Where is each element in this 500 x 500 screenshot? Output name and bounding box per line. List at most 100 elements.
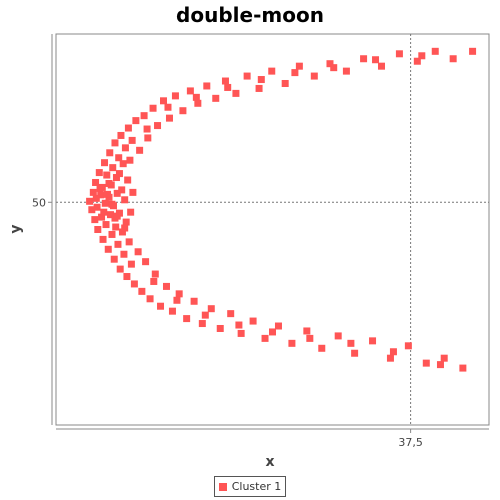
x-tick-label: 37,5 bbox=[398, 436, 423, 449]
data-point bbox=[256, 85, 263, 92]
data-point bbox=[311, 73, 318, 80]
chart-title: double-moon bbox=[176, 3, 324, 27]
data-point bbox=[191, 298, 198, 305]
data-point bbox=[117, 132, 124, 139]
data-point bbox=[103, 172, 110, 179]
data-point bbox=[432, 48, 439, 55]
data-point bbox=[136, 147, 143, 154]
data-point bbox=[117, 266, 124, 273]
data-point bbox=[258, 76, 265, 83]
data-point bbox=[227, 310, 234, 317]
y-tick-label: 50 bbox=[32, 196, 46, 209]
data-point bbox=[138, 288, 145, 295]
data-point bbox=[126, 157, 133, 164]
data-point bbox=[469, 48, 476, 55]
data-point bbox=[172, 92, 179, 99]
data-point bbox=[193, 94, 200, 101]
data-point bbox=[164, 104, 171, 111]
data-point bbox=[129, 189, 136, 196]
data-point bbox=[232, 90, 239, 97]
data-point bbox=[129, 137, 136, 144]
data-point bbox=[111, 139, 118, 146]
data-point bbox=[160, 97, 167, 104]
data-point bbox=[390, 348, 397, 355]
data-point bbox=[179, 107, 186, 114]
data-point bbox=[106, 149, 113, 156]
data-point bbox=[108, 201, 115, 208]
data-point bbox=[106, 180, 113, 187]
data-point bbox=[450, 55, 457, 62]
data-point bbox=[150, 278, 157, 285]
data-point bbox=[250, 318, 257, 325]
data-point bbox=[124, 177, 131, 184]
data-point bbox=[116, 170, 123, 177]
data-point bbox=[109, 164, 116, 171]
legend-label-cluster-1: Cluster 1 bbox=[232, 480, 282, 493]
data-point bbox=[93, 195, 100, 202]
data-point bbox=[387, 355, 394, 362]
data-point bbox=[347, 340, 354, 347]
data-point bbox=[103, 221, 110, 228]
data-point bbox=[125, 125, 132, 132]
data-point bbox=[187, 87, 194, 94]
data-point bbox=[152, 271, 159, 278]
data-point bbox=[135, 248, 142, 255]
data-point bbox=[396, 50, 403, 57]
data-point bbox=[222, 78, 229, 85]
data-point bbox=[97, 185, 104, 192]
data-point bbox=[318, 345, 325, 352]
data-point bbox=[114, 213, 121, 220]
data-point bbox=[269, 328, 276, 335]
data-point bbox=[288, 340, 295, 347]
data-point bbox=[127, 209, 134, 216]
data-point bbox=[176, 290, 183, 297]
data-point bbox=[100, 209, 107, 216]
data-point bbox=[118, 186, 125, 193]
data-point bbox=[437, 361, 444, 368]
data-point bbox=[120, 251, 127, 258]
data-point bbox=[372, 56, 379, 63]
data-point bbox=[378, 63, 385, 70]
data-point bbox=[306, 335, 313, 342]
data-point bbox=[132, 117, 139, 124]
data-point bbox=[154, 122, 161, 129]
data-point bbox=[121, 225, 128, 232]
data-point bbox=[203, 82, 210, 89]
data-point bbox=[275, 323, 282, 330]
data-point bbox=[212, 95, 219, 102]
data-point bbox=[202, 312, 209, 319]
data-point bbox=[335, 332, 342, 339]
data-point bbox=[144, 126, 151, 133]
data-point bbox=[86, 198, 93, 205]
data-point bbox=[147, 295, 154, 302]
data-point bbox=[114, 241, 121, 248]
data-point bbox=[330, 64, 337, 71]
data-point bbox=[199, 320, 206, 327]
data-point bbox=[423, 360, 430, 367]
data-point bbox=[105, 246, 112, 253]
data-point bbox=[173, 297, 180, 304]
x-axis-label: x bbox=[265, 454, 274, 470]
data-point bbox=[360, 55, 367, 62]
data-point bbox=[418, 52, 425, 59]
data-point bbox=[405, 342, 412, 349]
data-point bbox=[262, 335, 269, 342]
data-point bbox=[268, 68, 275, 75]
data-point bbox=[94, 226, 101, 233]
data-point bbox=[104, 191, 111, 198]
data-point bbox=[128, 261, 135, 268]
data-point bbox=[166, 115, 173, 122]
data-point bbox=[121, 196, 128, 203]
data-point bbox=[224, 84, 231, 91]
data-point bbox=[291, 69, 298, 76]
data-point bbox=[296, 63, 303, 70]
data-point bbox=[112, 224, 119, 231]
data-point bbox=[123, 273, 130, 280]
data-point bbox=[157, 303, 164, 310]
data-point bbox=[441, 355, 448, 362]
legend: Cluster 1 bbox=[214, 476, 286, 497]
data-point bbox=[120, 160, 127, 167]
data-point bbox=[459, 365, 466, 372]
data-point bbox=[244, 73, 251, 80]
